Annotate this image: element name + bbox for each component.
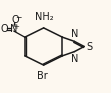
Text: O: O — [0, 24, 8, 34]
Text: NH₂: NH₂ — [35, 12, 54, 22]
Text: −: − — [15, 13, 22, 22]
Text: N: N — [71, 29, 78, 39]
Text: N: N — [10, 24, 17, 34]
Text: S: S — [87, 41, 93, 52]
Text: +: + — [14, 24, 19, 30]
Text: O: O — [11, 15, 19, 25]
Text: N: N — [71, 54, 78, 64]
Text: Br: Br — [37, 71, 48, 81]
